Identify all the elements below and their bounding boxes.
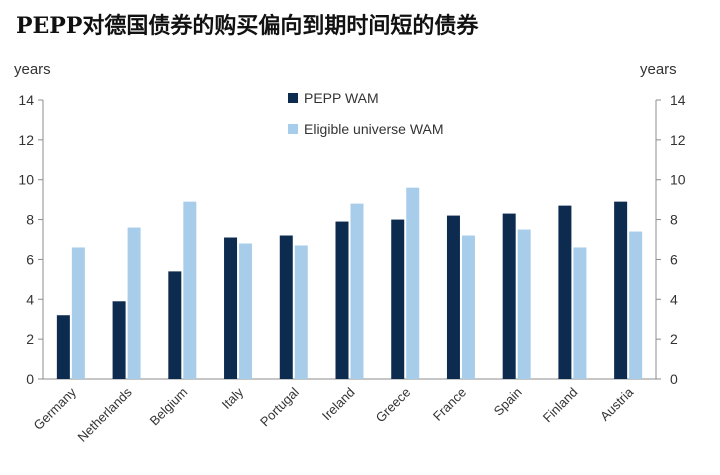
legend-label: Eligible universe WAM bbox=[304, 121, 444, 137]
bar-eligible-universe-wam-portugal bbox=[294, 245, 308, 379]
bar-eligible-universe-wam-finland bbox=[573, 247, 587, 379]
bar-eligible-universe-wam-ireland bbox=[350, 203, 364, 379]
x-tick-label: Finland bbox=[540, 385, 581, 426]
legend-swatch bbox=[288, 93, 298, 103]
y-tick-label-left: 12 bbox=[18, 132, 34, 148]
bar-pepp-wam-greece bbox=[391, 219, 405, 379]
x-tick-label: Spain bbox=[491, 385, 525, 419]
y-tick-label-left: 14 bbox=[18, 92, 34, 108]
x-tick-label: Austria bbox=[597, 384, 637, 424]
y-tick-label-right: 4 bbox=[670, 291, 678, 307]
x-tick-label: Ireland bbox=[319, 385, 358, 424]
y-tick-label-right: 14 bbox=[670, 92, 686, 108]
y-tick-label-right: 6 bbox=[670, 251, 678, 267]
y-tick-label-right: 0 bbox=[670, 371, 678, 387]
y-tick-label-left: 0 bbox=[26, 371, 34, 387]
bar-pepp-wam-netherlands bbox=[112, 301, 126, 379]
y-tick-label-left: 10 bbox=[18, 172, 34, 188]
y-tick-label-right: 8 bbox=[670, 212, 678, 228]
bar-pepp-wam-finland bbox=[558, 205, 572, 379]
bar-pepp-wam-france bbox=[446, 215, 460, 379]
y-tick-label-left: 2 bbox=[26, 331, 34, 347]
bar-eligible-universe-wam-greece bbox=[406, 187, 420, 379]
y-tick-label-right: 10 bbox=[670, 172, 686, 188]
y-tick-label-left: 8 bbox=[26, 212, 34, 228]
x-tick-label: Portugal bbox=[257, 384, 302, 429]
x-tick-label: Belgium bbox=[147, 385, 191, 429]
bar-pepp-wam-ireland bbox=[335, 221, 349, 379]
legend-swatch bbox=[288, 124, 298, 134]
x-tick-label: Italy bbox=[219, 384, 247, 412]
y-tick-label-right: 2 bbox=[670, 331, 678, 347]
y-tick-label-right: 12 bbox=[670, 132, 686, 148]
x-tick-label: Germany bbox=[31, 384, 80, 433]
bar-pepp-wam-belgium bbox=[168, 271, 182, 379]
y-axis-label-right: years bbox=[640, 61, 677, 78]
page-title: PEPP对德国债券的购买偏向到期时间短的债券 bbox=[16, 13, 479, 39]
bar-pepp-wam-spain bbox=[502, 213, 516, 379]
bar-eligible-universe-wam-italy bbox=[239, 243, 253, 379]
bar-eligible-universe-wam-spain bbox=[517, 229, 531, 379]
bar-pepp-wam-germany bbox=[56, 315, 70, 379]
y-tick-label-left: 4 bbox=[26, 291, 34, 307]
legend: PEPP WAM Eligible universe WAM bbox=[288, 90, 444, 137]
y-axis-label-left: years bbox=[14, 61, 51, 78]
bar-eligible-universe-wam-germany bbox=[71, 247, 85, 379]
bar-pepp-wam-portugal bbox=[279, 235, 293, 379]
x-tick-label: Netherlands bbox=[75, 384, 136, 445]
y-tick-label-left: 6 bbox=[26, 251, 34, 267]
bar-eligible-universe-wam-austria bbox=[629, 231, 643, 379]
legend-label: PEPP WAM bbox=[304, 90, 379, 106]
axes-group: 0 0 2 2 4 4 6 6 8 8 10 10 12 12 14 14 years years bbox=[14, 61, 686, 387]
bar-eligible-universe-wam-netherlands bbox=[127, 227, 141, 379]
bar-pepp-wam-austria bbox=[614, 201, 628, 379]
x-tick-label: France bbox=[430, 385, 469, 424]
bars-group bbox=[56, 187, 643, 379]
bar-eligible-universe-wam-belgium bbox=[183, 201, 197, 379]
x-tick-label: Greece bbox=[373, 385, 414, 426]
bar-eligible-universe-wam-france bbox=[461, 235, 475, 379]
bar-pepp-wam-italy bbox=[224, 237, 238, 379]
